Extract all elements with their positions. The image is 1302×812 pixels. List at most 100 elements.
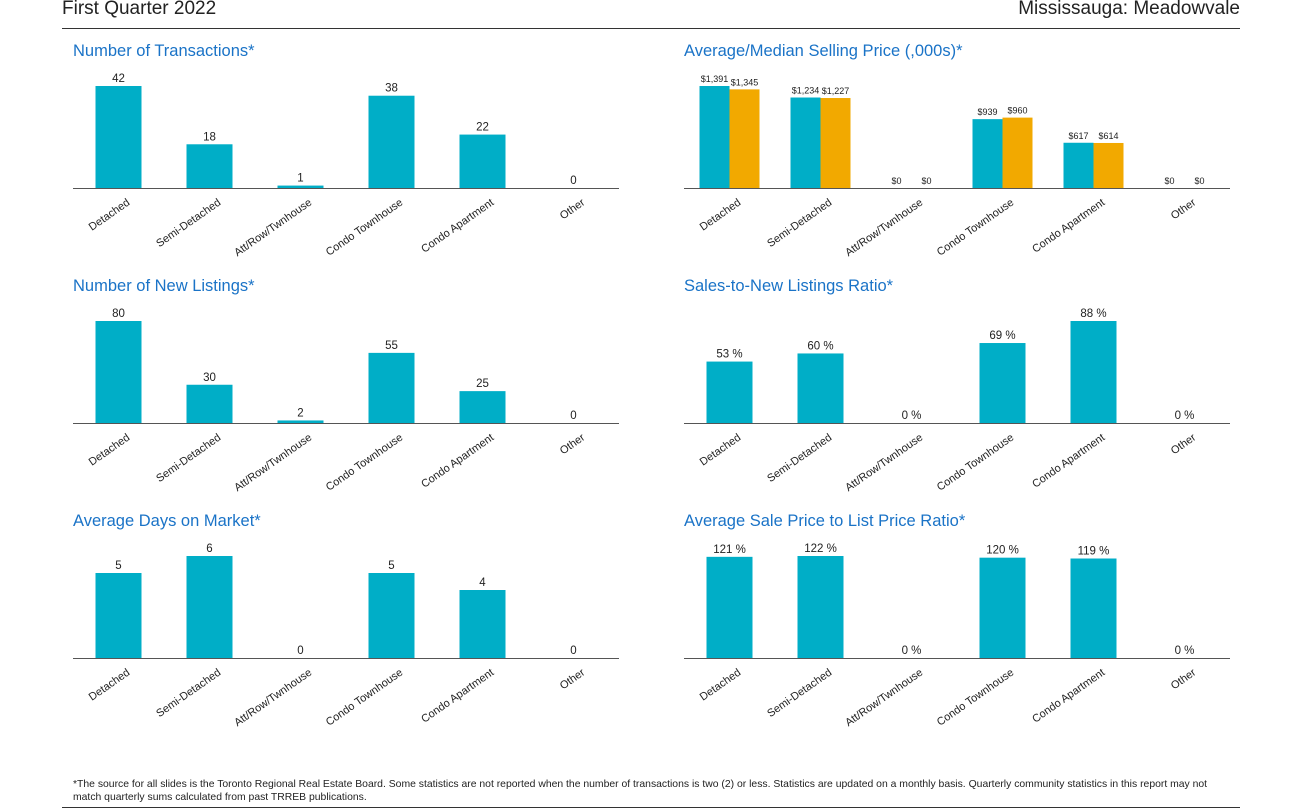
data-label: 88 % <box>1080 308 1106 320</box>
bar <box>95 321 142 423</box>
bar <box>368 95 415 188</box>
footer-divider <box>62 807 1240 808</box>
category-tick-label: Condo Apartment <box>419 197 496 256</box>
category-tick-label: Semi-Detached <box>154 197 223 250</box>
data-label: 22 <box>476 122 489 134</box>
category-tick-label: Condo Apartment <box>1030 667 1107 726</box>
bar <box>979 557 1026 658</box>
data-label: $1,391 <box>701 74 729 84</box>
data-label: 0 % <box>902 410 922 422</box>
bar <box>979 343 1026 423</box>
data-label: 1 <box>297 173 303 185</box>
data-label: 55 <box>385 340 398 352</box>
bar <box>277 185 324 188</box>
category-tick-label: Detached <box>87 667 132 704</box>
category-tick-label: Semi-Detached <box>765 197 834 250</box>
data-label: 38 <box>385 83 398 95</box>
data-label: 0 <box>570 645 576 657</box>
category-tick-label: Condo Apartment <box>1030 432 1107 491</box>
chart-panel-snlr: Sales-to-New Listings Ratio* 53 % 60 % 0 %… <box>684 277 1244 512</box>
bar <box>459 391 506 423</box>
data-label: 30 <box>203 372 216 384</box>
data-label: 5 <box>388 560 394 572</box>
chart-title: Average/Median Selling Price (,000s)* <box>684 42 963 60</box>
category-tick-label: Att/Row/Twnhouse <box>843 432 925 494</box>
chart-listings: 80 30 2 55 25 0 Detached Semi-Detached Att/Row/T… <box>73 308 619 494</box>
bar <box>368 573 415 658</box>
data-label: $1,227 <box>822 86 850 96</box>
header-divider <box>62 28 1240 29</box>
data-label: 4 <box>479 577 486 589</box>
data-label: 0 % <box>1175 645 1195 657</box>
bar <box>699 86 730 188</box>
chart-panel-transactions: Number of Transactions* 42 18 1 38 22 0 Detach… <box>73 42 633 277</box>
category-tick-label: Att/Row/Twnhouse <box>232 197 314 259</box>
data-label: 0 <box>297 645 303 657</box>
data-label: $960 <box>1007 106 1027 116</box>
data-label: 69 % <box>989 330 1015 342</box>
bar <box>186 384 233 423</box>
bar <box>368 352 415 423</box>
data-label: $0 <box>1164 176 1174 186</box>
data-label: 6 <box>206 543 212 555</box>
bar <box>95 86 142 188</box>
bar <box>972 119 1003 188</box>
data-label: $1,345 <box>731 77 759 87</box>
chart-title: Number of Transactions* <box>73 42 255 60</box>
data-label: 0 % <box>902 645 922 657</box>
bar <box>277 420 324 423</box>
chart-title: Average Days on Market* <box>73 512 261 530</box>
bar <box>459 134 506 188</box>
category-tick-label: Semi-Detached <box>765 667 834 720</box>
data-label: 121 % <box>713 544 746 556</box>
bar <box>1093 142 1124 188</box>
category-tick-label: Semi-Detached <box>154 667 223 720</box>
category-tick-label: Detached <box>698 667 743 704</box>
chart-panel-splp: Average Sale Price to List Price Ratio* … <box>684 512 1244 747</box>
data-label: 18 <box>203 131 216 143</box>
category-tick-label: Other <box>558 196 588 222</box>
category-tick-label: Detached <box>698 197 743 234</box>
category-tick-label: Condo Apartment <box>1030 197 1107 256</box>
data-label: 2 <box>297 407 303 419</box>
category-tick-label: Other <box>1169 196 1199 222</box>
data-label: 0 <box>570 175 576 187</box>
bar <box>186 144 233 188</box>
category-tick-label: Other <box>1169 666 1199 692</box>
data-label: 60 % <box>807 340 833 352</box>
chart-title: Number of New Listings* <box>73 277 255 295</box>
category-tick-label: Other <box>558 666 588 692</box>
category-tick-label: Condo Townhouse <box>935 432 1016 494</box>
community-name: Mississauga: Meadowvale <box>1018 0 1240 19</box>
data-label: $0 <box>1194 176 1204 186</box>
data-label: 25 <box>476 378 489 390</box>
data-label: 0 % <box>1175 410 1195 422</box>
bar <box>797 353 844 423</box>
data-label: 119 % <box>1078 546 1110 558</box>
data-label: 53 % <box>716 349 742 361</box>
bar <box>790 97 821 188</box>
bar <box>820 98 851 188</box>
category-tick-label: Other <box>1169 431 1199 457</box>
report-period: First Quarter 2022 <box>62 0 217 19</box>
category-tick-label: Condo Townhouse <box>324 432 405 494</box>
data-label: 80 <box>112 308 125 320</box>
category-tick-label: Semi-Detached <box>765 432 834 485</box>
bar <box>1070 558 1117 658</box>
footnote: *The source for all slides is the Toront… <box>73 779 1208 803</box>
category-tick-label: Att/Row/Twnhouse <box>232 432 314 494</box>
data-label: 42 <box>112 73 125 85</box>
category-tick-label: Semi-Detached <box>154 432 223 485</box>
category-tick-label: Condo Apartment <box>419 432 496 491</box>
category-tick-label: Detached <box>87 432 132 469</box>
category-tick-label: Condo Townhouse <box>935 667 1016 729</box>
chart-dom: 5 6 0 5 4 0 Detached Semi-Detached Att/Row/Twnho… <box>73 543 619 729</box>
data-label: $1,234 <box>792 86 820 96</box>
chart-price: $1,391 $1,234 $0 $939 $617 $0 $1,345 $1,227 $0 $9… <box>684 74 1230 259</box>
category-tick-label: Other <box>558 431 588 457</box>
chart-title: Average Sale Price to List Price Ratio* <box>684 512 966 530</box>
bar <box>1063 142 1094 188</box>
chart-panel-price: Average/Median Selling Price (,000s)* $1… <box>684 42 1244 277</box>
bar <box>706 556 753 658</box>
data-label: 5 <box>115 560 121 572</box>
